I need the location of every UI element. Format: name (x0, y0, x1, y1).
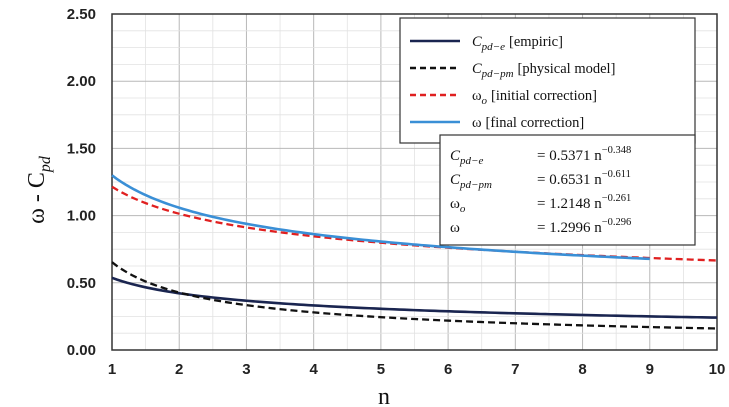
series-line-4 (111, 174, 650, 261)
equation-rhs-4: = 1.2996 n−0.296 (537, 217, 631, 236)
series-line-1 (111, 276, 718, 319)
equations-frame (439, 134, 696, 246)
legend-label-3: ωo [initial correction] (472, 88, 597, 107)
y-tick-label: 1.00 (67, 208, 96, 225)
plot-frame (111, 13, 718, 351)
series-line-2 (111, 261, 718, 330)
x-tick-label: 8 (578, 361, 586, 378)
x-tick-label: 1 (108, 361, 116, 378)
equation-rhs-3: = 1.2148 n−0.261 (537, 193, 631, 212)
x-tick-label: 6 (444, 361, 452, 378)
x-axis-title: n (378, 384, 390, 407)
legend-label-2: Cpd−pm [physical model] (472, 61, 615, 80)
x-tick-label: 4 (309, 361, 318, 378)
equation-rhs-2: = 0.6531 n−0.611 (537, 169, 631, 188)
equation-lhs-2: Cpd−pm (450, 172, 492, 191)
tick-labels: 1 2 3 4 5 6 7 8 9 10 0.00 0.50 1.00 1.50 2.00 2.50 (67, 6, 726, 378)
legend: Cpd−e [empiric] Cpd−pm [physical model] ωo [i… (399, 17, 696, 144)
y-axis-title-sub: pd (37, 155, 54, 173)
y-tick-label: 0.00 (67, 342, 96, 359)
x-tick-label: 5 (377, 361, 385, 378)
x-tick-label: 9 (646, 361, 654, 378)
equation-lhs-3: ωo (450, 196, 466, 215)
x-tick-label: 7 (511, 361, 519, 378)
y-tick-label: 2.50 (67, 6, 96, 23)
x-tick-label: 3 (242, 361, 250, 378)
legend-label-4: ω [final correction] (472, 115, 584, 131)
x-tick-label: 2 (175, 361, 183, 378)
y-axis-title: ω - Cpd (24, 155, 54, 224)
x-tick-label: 10 (709, 361, 726, 378)
series-layer (111, 174, 718, 330)
y-axis-title-main: ω - C (24, 172, 50, 224)
equation-rhs-1: = 0.5371 n−0.348 (537, 145, 631, 164)
y-tick-label: 0.50 (67, 275, 96, 292)
equations-box: Cpd−e = 0.5371 n−0.348 Cpd−pm = 0.6531 n−0.… (439, 134, 696, 246)
y-tick-label: 2.00 (67, 73, 96, 90)
equation-lhs-4: ω (450, 220, 460, 236)
legend-label-1: Cpd−e [empiric] (472, 34, 563, 53)
y-tick-label: 1.50 (67, 140, 96, 157)
equation-lhs-1: Cpd−e (450, 148, 483, 167)
